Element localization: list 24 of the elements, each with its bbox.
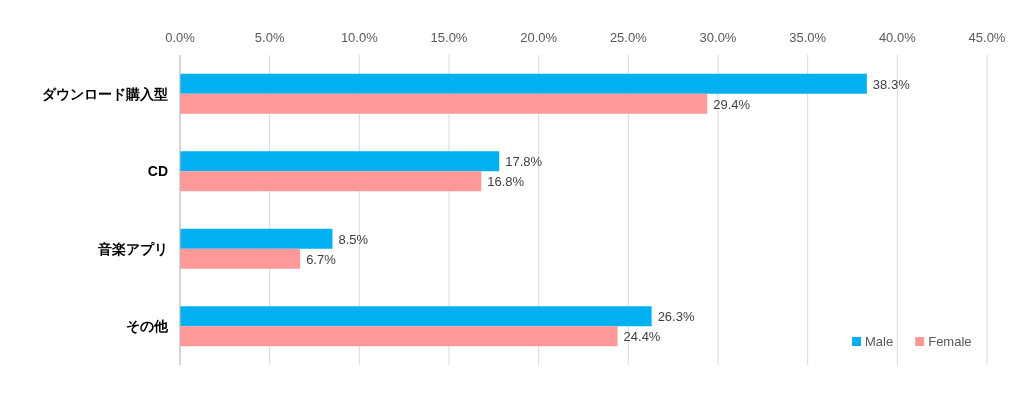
data-label: 26.3%	[657, 309, 695, 325]
x-tick-label: 35.0%	[789, 30, 827, 45]
x-tick-label: 25.0%	[609, 30, 648, 45]
data-label: 29.4%	[713, 96, 751, 112]
data-label: 38.3%	[872, 76, 911, 92]
data-label: 24.4%	[623, 329, 661, 345]
x-tick-label: 40.0%	[878, 30, 917, 45]
data-label: 17.8%	[505, 154, 543, 170]
x-tick-label: 30.0%	[699, 30, 737, 45]
legend-label: Male	[865, 334, 894, 349]
data-label: 6.7%	[306, 251, 337, 267]
y-tick-label: CD	[147, 163, 168, 180]
y-tick-label: 音楽アプリ	[97, 240, 168, 257]
data-label: 16.8%	[487, 174, 525, 190]
x-tick-label: 5.0%	[254, 30, 285, 45]
x-tick-label: 0.0%	[165, 30, 196, 45]
y-tick-label: その他	[126, 318, 169, 335]
x-tick-label: 20.0%	[520, 30, 558, 45]
x-tick-label: 15.0%	[430, 30, 468, 45]
y-tick-label: ダウンロード購入型	[42, 85, 168, 102]
legend-label: Female	[928, 334, 972, 349]
x-tick-label: 45.0%	[968, 30, 1006, 45]
x-tick-label: 10.0%	[340, 30, 379, 45]
data-label: 8.5%	[338, 231, 369, 247]
